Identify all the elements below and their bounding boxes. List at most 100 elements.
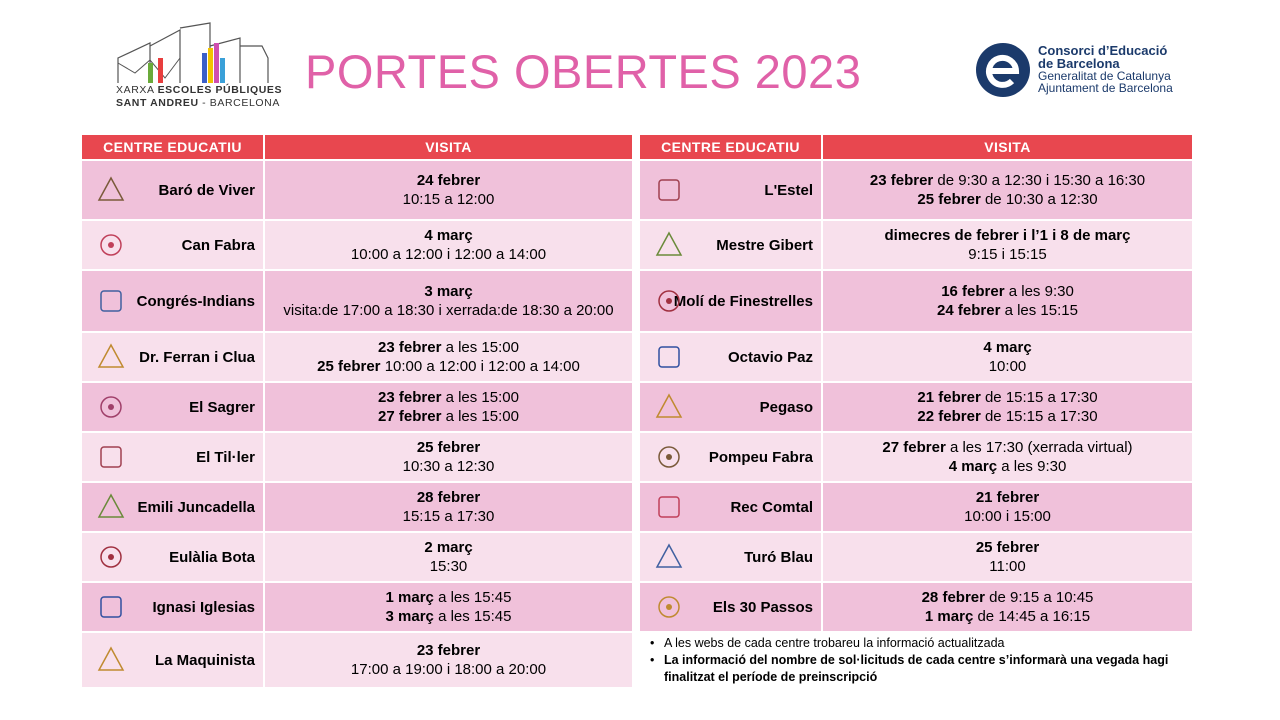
visit-cell: 4 març 10:00 — [823, 333, 1192, 381]
row-icon — [658, 496, 680, 518]
school-cell: El Til·ler — [82, 433, 263, 481]
school-name: Dr. Ferran i Clua — [139, 348, 255, 366]
visit-line: 10:00 a 12:00 i 12:00 a 14:00 — [351, 245, 546, 264]
visit-line: 23 febrer — [417, 641, 480, 660]
visit-time: 11:00 — [989, 558, 1026, 575]
visit-line: 24 febrer — [417, 171, 480, 190]
visit-line: 4 març a les 9:30 — [949, 457, 1067, 476]
visit-time: 10:15 a 12:00 — [402, 191, 495, 208]
logo-text: XARXA — [116, 84, 155, 96]
visit-time: de 15:15 a 17:30 — [984, 389, 1098, 406]
school-name: Octavio Paz — [727, 348, 813, 366]
visit-time: 10:00 i 15:00 — [964, 508, 1051, 525]
visit-cell: 23 febrer a les 15:00 27 febrer a les 15:… — [265, 383, 632, 431]
school-name: El Sagrer — [189, 398, 255, 416]
school-name: Pegaso — [759, 398, 813, 416]
school-cell: Turó Blau — [640, 533, 821, 581]
visit-time: a les 15:15 — [1004, 302, 1078, 319]
visit-time: a les 15:45 — [438, 608, 512, 625]
school-name: Congrés-Indians — [136, 292, 255, 310]
visit-date: 3 març — [385, 608, 434, 625]
visit-line: 4 març — [983, 338, 1031, 357]
school-name: Rec Comtal — [730, 498, 813, 516]
visit-cell: 23 febrer 17:00 a 19:00 i 18:00 a 20:00 — [265, 633, 632, 687]
school-name: Eulàlia Bota — [169, 548, 255, 566]
school-name: Molí de Finestrelles — [673, 292, 813, 310]
row-icon — [655, 231, 683, 256]
visit-time: a les 15:00 — [445, 408, 519, 425]
school-cell: Pompeu Fabra — [640, 433, 821, 481]
visit-date: 21 febrer — [975, 489, 1040, 506]
visit-time: 17:00 a 19:00 i 18:00 a 20:00 — [350, 661, 547, 678]
logo-right-text: Consorci d’Educació de Barcelona General… — [1038, 44, 1173, 94]
visit-date: 25 febrer — [917, 191, 981, 208]
visit-cell: 24 febrer 10:15 a 12:00 — [265, 161, 632, 219]
row-icon — [658, 179, 680, 201]
note-text: A les webs de cada centre trobareu la in… — [664, 635, 1005, 650]
logo-text: Generalitat de Catalunya — [1038, 69, 1171, 83]
visit-cell: 1 març a les 15:45 3 març a les 15:45 — [265, 583, 632, 631]
visit-date: 23 febrer — [416, 642, 481, 659]
school-cell: Mestre Gibert — [640, 221, 821, 269]
school-cell: Dr. Ferran i Clua — [82, 333, 263, 381]
visit-line: 10:00 i 15:00 — [964, 507, 1051, 526]
school-cell: Molí de Finestrelles — [640, 271, 821, 331]
note: La informació del nombre de sol·licituds… — [648, 652, 1184, 686]
column-header: CENTRE EDUCATIU — [640, 135, 821, 159]
row-icon — [658, 446, 680, 468]
visit-date: 25 febrer — [317, 358, 381, 375]
visit-cell: 21 febrer de 15:15 a 17:30 22 febrer de 1… — [823, 383, 1192, 431]
visit-date: 4 març — [424, 227, 473, 244]
row-icon — [658, 596, 680, 618]
visit-date: 28 febrer — [416, 489, 481, 506]
school-cell: Els 30 Passos — [640, 583, 821, 631]
visit-line: 11:00 — [989, 557, 1025, 576]
visit-line: 10:30 a 12:30 — [403, 457, 495, 476]
row-icon — [100, 546, 122, 568]
visit-line: 3 març — [424, 282, 472, 301]
visit-time: 9:15 i 15:15 — [968, 246, 1047, 263]
visit-line: 16 febrer a les 9:30 — [941, 282, 1074, 301]
visit-line: 1 març a les 15:45 — [386, 588, 512, 607]
visit-cell: 23 febrer de 9:30 a 12:30 i 15:30 a 16:3… — [823, 161, 1192, 219]
visit-line: 23 febrer a les 15:00 — [378, 388, 519, 407]
visit-cell: 3 març visita:de 17:00 a 18:30 i xerrada:… — [265, 271, 632, 331]
visit-time: de 9:30 a 12:30 i 15:30 a 16:30 — [937, 172, 1146, 189]
title: PORTES OBERTES 2023 — [305, 45, 862, 98]
row-icon — [97, 493, 125, 518]
school-cell: Can Fabra — [82, 221, 263, 269]
school-name: Ignasi Iglesias — [152, 598, 255, 616]
logo-text: ESCOLES PÚBLIQUES — [157, 84, 283, 96]
school-cell: La Maquinista — [82, 633, 263, 687]
notes: A les webs de cada centre trobareu la in… — [640, 633, 1192, 687]
school-cell: Emili Juncadella — [82, 483, 263, 531]
logo-left-line2: SANT ANDREU - BARCELONA — [116, 97, 280, 109]
note-text: La informació del nombre de sol·licituds… — [664, 652, 1169, 684]
visit-line: 23 febrer a les 15:00 — [378, 338, 519, 357]
visit-date: 1 març — [924, 608, 974, 625]
logo-text: Consorci d’Educació — [1038, 43, 1168, 58]
row-icon — [658, 290, 680, 312]
school-name: Pompeu Fabra — [708, 448, 813, 466]
visit-line: 15:15 a 17:30 — [403, 507, 495, 526]
visit-date: 1 març — [385, 589, 434, 606]
logo-text: Ajuntament de Barcelona — [1038, 81, 1173, 95]
visit-line: dimecres de febrer i l’1 i 8 de març — [885, 226, 1131, 245]
school-name: Mestre Gibert — [716, 236, 813, 254]
visit-line: 2 març — [424, 538, 472, 557]
school-cell: Ignasi Iglesias — [82, 583, 263, 631]
visit-date: 28 febrer — [921, 589, 985, 606]
visit-date: 21 febrer — [917, 389, 981, 406]
visit-line: 4 març — [424, 226, 472, 245]
visit-line: visita:de 17:00 a 18:30 i xerrada:de 18:… — [283, 301, 613, 320]
visit-date: 25 febrer — [416, 439, 481, 456]
row-icon — [658, 346, 680, 368]
logo-left — [117, 22, 269, 83]
row-icon — [97, 646, 125, 671]
visit-line: 25 febrer de 10:30 a 12:30 — [917, 190, 1097, 209]
visit-date: 23 febrer — [869, 172, 934, 189]
table-right: CENTRE EDUCATIU VISITA L'Estel 23 febrer de… — [640, 135, 1192, 687]
school-name: Baró de Viver — [158, 181, 255, 199]
visit-cell: 28 febrer 15:15 a 17:30 — [265, 483, 632, 531]
